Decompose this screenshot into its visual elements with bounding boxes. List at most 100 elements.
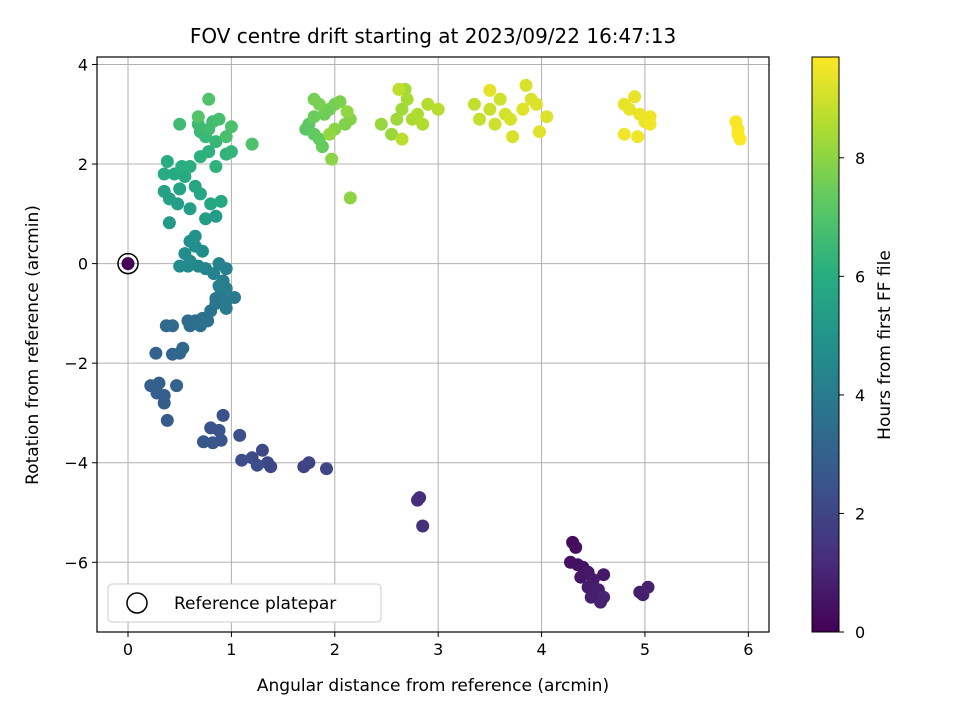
x-tick-label: 1	[226, 640, 236, 659]
data-point	[504, 112, 517, 126]
data-point	[413, 491, 427, 505]
data-point	[395, 132, 409, 146]
data-point	[209, 135, 223, 149]
legend: Reference platepar	[107, 583, 382, 623]
data-point	[340, 105, 354, 119]
data-point	[323, 127, 337, 141]
data-point	[250, 458, 264, 472]
data-point	[416, 117, 430, 131]
data-point	[183, 202, 197, 216]
data-point	[204, 197, 218, 211]
axes-frame	[96, 56, 770, 633]
y-tick-label: −2	[64, 354, 88, 373]
data-point	[219, 130, 233, 144]
data-point	[214, 194, 228, 208]
data-point	[209, 160, 223, 173]
data-point	[385, 127, 399, 141]
data-point	[121, 257, 135, 271]
data-point	[307, 110, 321, 124]
data-point	[416, 519, 430, 533]
data-point	[245, 137, 259, 151]
data-point	[320, 462, 333, 476]
data-point	[212, 112, 226, 126]
data-point	[212, 423, 226, 437]
data-point	[731, 127, 745, 141]
data-point	[212, 257, 226, 271]
data-point	[622, 102, 636, 116]
colorbar-tick-label: 2	[855, 504, 865, 523]
data-point	[597, 568, 611, 582]
data-point	[343, 191, 357, 205]
data-point	[569, 540, 583, 554]
x-tick-label: 0	[123, 640, 133, 659]
y-tick-label: 0	[78, 255, 88, 274]
data-point	[178, 247, 192, 261]
colorbar: 0 2 4 6 8 Hours from first FF file	[811, 56, 895, 642]
colorbar-label: Hours from first FF file	[875, 250, 895, 440]
y-axis-ticks: −6 −4 −2 0 2 4	[64, 55, 97, 572]
grid-lines	[97, 57, 769, 632]
data-point	[160, 413, 174, 427]
data-point	[421, 97, 435, 111]
data-point	[202, 92, 216, 106]
x-tick-label: 4	[536, 640, 546, 659]
data-point	[473, 112, 486, 126]
x-tick-label: 6	[743, 640, 753, 659]
data-point	[149, 346, 163, 360]
y-tick-label: 2	[78, 155, 88, 174]
data-point	[374, 117, 388, 131]
x-axis-ticks: 0 1 2 3 4 5 6	[123, 632, 753, 659]
data-point	[516, 102, 530, 116]
data-point	[540, 110, 554, 124]
y-tick-label: −4	[64, 454, 88, 473]
data-point	[597, 590, 611, 604]
data-point	[193, 187, 207, 201]
data-point	[199, 212, 213, 226]
data-point	[233, 428, 247, 442]
data-point	[160, 155, 174, 168]
data-point	[392, 82, 406, 96]
data-point	[209, 209, 223, 223]
legend-marker-reference	[126, 592, 148, 614]
y-tick-label: −6	[64, 553, 88, 572]
data-point	[162, 216, 176, 230]
data-point	[488, 117, 502, 131]
data-point	[617, 127, 631, 141]
colorbar-tick-label: 8	[855, 149, 865, 168]
reference-marker	[117, 252, 139, 275]
data-point	[390, 112, 404, 126]
data-point	[483, 83, 497, 97]
data-point	[631, 130, 645, 144]
data-point	[191, 110, 205, 124]
legend-entry-reference: Reference platepar	[174, 594, 336, 614]
data-point	[197, 435, 210, 449]
data-point	[235, 453, 249, 467]
data-point	[533, 125, 546, 139]
data-point	[493, 92, 507, 106]
data-point	[312, 97, 326, 111]
reference-platepar-marker	[117, 252, 139, 275]
data-point	[219, 301, 233, 315]
chart-title: FOV centre drift starting at 2023/09/22 …	[190, 24, 676, 48]
y-tick-label: 4	[78, 55, 88, 74]
y-axis-label: Rotation from reference (arcmin)	[23, 205, 43, 485]
data-point	[157, 167, 171, 181]
colorbar-ticks: 0 2 4 6 8	[839, 149, 865, 642]
data-point	[641, 580, 655, 594]
data-point	[224, 120, 238, 134]
data-point	[506, 130, 520, 144]
colorbar-tick-label: 6	[855, 267, 865, 286]
data-point	[395, 102, 409, 116]
x-tick-label: 5	[640, 640, 650, 659]
x-tick-label: 2	[330, 640, 340, 659]
data-point	[315, 140, 329, 154]
data-point	[157, 184, 171, 198]
data-point	[325, 152, 339, 166]
data-point	[529, 97, 543, 111]
data-point	[173, 182, 187, 196]
x-tick-label: 3	[433, 640, 443, 659]
data-point	[202, 145, 216, 159]
data-point	[178, 170, 192, 183]
